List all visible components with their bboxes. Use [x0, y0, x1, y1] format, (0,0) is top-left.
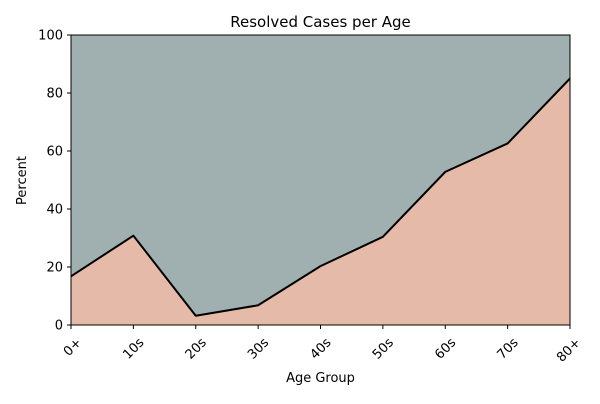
x-tick-label: 0+ [61, 335, 85, 359]
x-tick-label: 50s [370, 335, 397, 362]
y-tick-label: 40 [46, 203, 63, 218]
x-tick-label: 60s [432, 335, 459, 362]
x-axis-label: Age Group [286, 371, 355, 386]
x-tick-label: 80+ [554, 335, 584, 365]
series-boundary-line [70, 77, 571, 317]
y-axis-label: Percent [15, 156, 30, 205]
chart-title: Resolved Cases per Age [230, 13, 411, 31]
x-tick-label: 20s [183, 335, 210, 362]
y-tick-label: 0 [55, 319, 63, 334]
x-tick-label: 10s [120, 335, 147, 362]
x-tick-label: 30s [245, 335, 272, 362]
area-series-1 [71, 78, 570, 325]
plot-area [70, 35, 571, 325]
y-tick-label: 100 [38, 29, 63, 44]
y-tick-label: 80 [46, 87, 63, 102]
y-tick-label: 60 [46, 145, 63, 160]
x-tick-label: 40s [307, 335, 334, 362]
y-tick-label: 20 [46, 261, 63, 276]
x-tick-label: 70s [495, 335, 522, 362]
area-series-2 [71, 35, 570, 316]
